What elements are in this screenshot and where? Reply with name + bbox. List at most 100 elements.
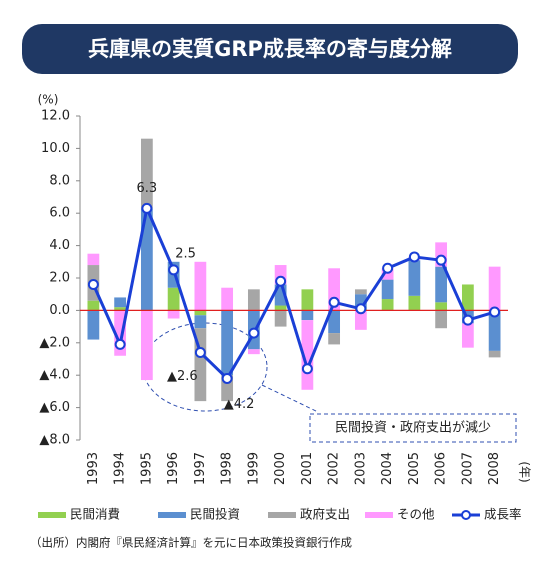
line-marker	[301, 363, 313, 375]
x-tick-label: 1999	[246, 452, 261, 485]
bar	[140, 208, 153, 311]
legend-swatch	[158, 512, 186, 518]
bar	[194, 261, 207, 311]
x-tick-label: 2005	[407, 452, 422, 485]
x-tick-label: 1996	[166, 452, 181, 485]
legend-label: 成長率	[484, 507, 522, 522]
data-label: 2.5	[175, 246, 196, 261]
line-marker	[435, 254, 447, 266]
bar	[167, 287, 180, 311]
x-tick-label: 2002	[327, 452, 342, 485]
annotation: 民間投資・政府支出が減少	[335, 420, 491, 436]
bar	[301, 310, 314, 321]
bar	[435, 242, 448, 267]
x-tick-label: 2008	[487, 452, 502, 485]
bar	[194, 310, 207, 316]
line-marker	[275, 275, 287, 287]
line-marker	[328, 296, 340, 308]
legend-label: 民間投資	[190, 507, 240, 522]
bar	[87, 310, 100, 340]
line-marker	[194, 347, 206, 359]
bar	[221, 287, 234, 311]
x-tick-label: 1993	[86, 452, 101, 485]
x-tick-label: 2007	[460, 452, 475, 485]
y-tick-label: ▲8.0	[39, 433, 70, 448]
y-tick-label: 10.0	[41, 141, 70, 156]
y-tick-label: ▲6.0	[39, 400, 70, 415]
legend-swatch	[268, 512, 296, 518]
bar	[328, 268, 341, 311]
line-marker	[221, 372, 233, 384]
bar	[194, 328, 207, 402]
line-marker	[382, 262, 394, 274]
legend-label: 政府支出	[300, 507, 350, 522]
x-tick-label: 2003	[353, 452, 368, 485]
bar	[274, 310, 287, 327]
bar	[461, 323, 474, 348]
bar	[167, 310, 180, 319]
line-marker	[168, 264, 180, 276]
y-tick-label: 8.0	[49, 173, 70, 188]
highlight-ellipse	[142, 322, 268, 412]
bar	[140, 138, 153, 209]
x-tick-label: 2006	[434, 452, 449, 485]
bar	[435, 266, 448, 303]
bar	[247, 289, 260, 311]
bar	[274, 265, 287, 285]
x-tick-label: 1997	[193, 452, 208, 485]
y-tick-label: ▲4.0	[39, 368, 70, 383]
bar	[354, 294, 367, 309]
bar	[140, 310, 153, 381]
x-tick-label: 2001	[300, 452, 315, 485]
legend-label: その他	[397, 507, 435, 522]
bar	[87, 300, 100, 311]
bar	[301, 289, 314, 311]
leader-line	[261, 384, 319, 413]
bar	[354, 289, 367, 295]
y-tick-label: 6.0	[49, 206, 70, 221]
line-marker	[114, 338, 126, 350]
line-marker	[462, 314, 474, 326]
bar	[328, 333, 341, 345]
bar	[381, 279, 394, 300]
y-tick-label: ▲2.0	[39, 335, 70, 350]
growth-line	[92, 206, 496, 380]
y-tick-label: 12.0	[41, 109, 70, 124]
legend-swatch	[365, 512, 393, 518]
y-tick-label: 4.0	[49, 238, 70, 253]
legend-label: 民間消費	[70, 507, 120, 522]
source-note: （出所）内閣府『県民経済計算』を元に日本政策投資銀行作成	[30, 536, 352, 550]
line-marker	[489, 306, 501, 318]
line-marker	[408, 251, 420, 263]
bar	[87, 253, 100, 266]
bar	[328, 310, 341, 334]
bar	[247, 349, 260, 355]
bar	[114, 307, 127, 311]
bar	[274, 305, 287, 311]
y-tick-label: 0.0	[49, 303, 70, 318]
x-tick-label: 2000	[273, 452, 288, 485]
x-tick-label: 1998	[220, 452, 235, 485]
bar	[301, 320, 314, 390]
bar	[381, 299, 394, 311]
bar	[354, 310, 367, 330]
line-marker	[248, 327, 260, 339]
data-label: 6.3	[137, 181, 158, 196]
bar	[114, 297, 127, 308]
bar	[221, 375, 234, 402]
bar	[488, 310, 501, 351]
x-tick-label: 1994	[113, 452, 128, 485]
legend-swatch	[38, 512, 66, 518]
bar	[221, 310, 234, 376]
bar	[435, 310, 448, 329]
data-label: ▲2.6	[167, 369, 198, 384]
bar	[488, 350, 501, 358]
legend-marker	[461, 510, 471, 520]
bar	[408, 295, 421, 311]
bar	[114, 310, 127, 356]
y-unit: (%)	[38, 93, 59, 107]
data-label: ▲4.2	[224, 397, 255, 412]
x-unit: (年)	[518, 461, 532, 482]
x-tick-label: 1995	[139, 452, 154, 485]
